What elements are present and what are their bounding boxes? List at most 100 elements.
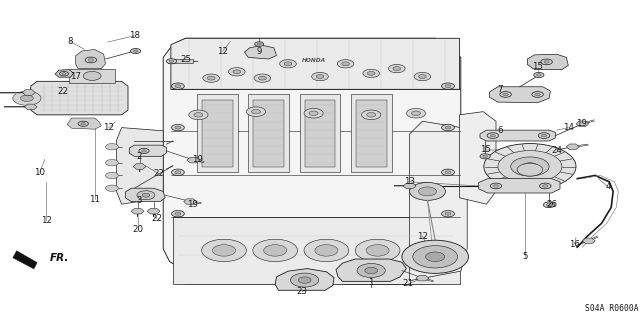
Circle shape — [445, 126, 451, 129]
Polygon shape — [582, 238, 595, 244]
Circle shape — [298, 277, 311, 283]
Bar — [197, 94, 238, 172]
Text: 21: 21 — [403, 279, 414, 288]
Bar — [356, 100, 387, 167]
Circle shape — [393, 67, 401, 70]
Text: 7: 7 — [498, 85, 503, 94]
Circle shape — [538, 133, 550, 138]
Circle shape — [203, 74, 220, 82]
Circle shape — [536, 74, 541, 76]
Polygon shape — [13, 251, 37, 269]
Polygon shape — [171, 38, 460, 89]
Circle shape — [419, 187, 436, 196]
Circle shape — [106, 160, 118, 166]
Text: FR.: FR. — [50, 253, 69, 263]
Circle shape — [342, 62, 349, 66]
Circle shape — [500, 92, 511, 97]
Text: 12: 12 — [417, 232, 428, 241]
Circle shape — [367, 113, 376, 117]
Circle shape — [139, 148, 149, 153]
Bar — [253, 100, 284, 167]
Text: 15: 15 — [532, 63, 543, 71]
Polygon shape — [184, 199, 196, 204]
Circle shape — [532, 92, 543, 97]
Circle shape — [133, 50, 138, 52]
Circle shape — [367, 71, 375, 75]
Polygon shape — [76, 49, 106, 69]
Text: 23: 23 — [296, 287, 308, 296]
Circle shape — [169, 60, 174, 63]
Circle shape — [445, 212, 451, 215]
Circle shape — [175, 126, 181, 129]
Text: 6: 6 — [498, 126, 503, 135]
Polygon shape — [460, 112, 496, 204]
Circle shape — [522, 163, 538, 170]
Circle shape — [253, 239, 298, 262]
Circle shape — [544, 61, 549, 63]
Circle shape — [106, 185, 118, 191]
Polygon shape — [147, 208, 160, 214]
Bar — [168, 59, 193, 63]
Circle shape — [402, 240, 468, 273]
Circle shape — [419, 75, 426, 78]
Circle shape — [284, 62, 292, 66]
Circle shape — [212, 245, 236, 256]
Circle shape — [189, 110, 208, 120]
Polygon shape — [527, 54, 568, 70]
Circle shape — [78, 121, 88, 126]
Circle shape — [442, 124, 454, 131]
Circle shape — [106, 172, 118, 179]
Polygon shape — [129, 145, 166, 156]
Circle shape — [252, 109, 260, 114]
Circle shape — [503, 93, 508, 96]
Circle shape — [246, 107, 266, 116]
Polygon shape — [403, 183, 416, 189]
Circle shape — [547, 204, 552, 206]
Polygon shape — [131, 208, 144, 214]
Text: 19: 19 — [192, 155, 202, 164]
Circle shape — [255, 42, 264, 46]
Circle shape — [13, 91, 41, 105]
Polygon shape — [22, 90, 35, 95]
Circle shape — [445, 171, 451, 174]
Circle shape — [172, 169, 184, 175]
Circle shape — [316, 75, 324, 78]
Text: 13: 13 — [404, 177, 415, 186]
Circle shape — [498, 151, 562, 182]
Circle shape — [60, 71, 68, 76]
Polygon shape — [490, 87, 550, 103]
Circle shape — [202, 239, 246, 262]
Polygon shape — [187, 157, 200, 163]
Circle shape — [483, 155, 488, 158]
Polygon shape — [24, 104, 37, 110]
Circle shape — [228, 68, 245, 76]
Circle shape — [194, 113, 203, 117]
Text: 15: 15 — [479, 145, 491, 154]
Polygon shape — [163, 38, 461, 284]
Bar — [351, 94, 392, 172]
Circle shape — [20, 95, 33, 101]
Circle shape — [166, 59, 177, 64]
Circle shape — [175, 212, 181, 215]
Text: 2: 2 — [137, 152, 142, 161]
Circle shape — [254, 74, 271, 82]
Polygon shape — [244, 45, 276, 59]
Circle shape — [355, 239, 400, 262]
Circle shape — [543, 185, 548, 187]
Text: 16: 16 — [569, 240, 580, 249]
Circle shape — [412, 111, 420, 115]
Circle shape — [315, 245, 338, 256]
Circle shape — [137, 191, 155, 200]
Polygon shape — [67, 118, 101, 129]
Polygon shape — [31, 81, 128, 115]
Text: 14: 14 — [563, 123, 574, 132]
Polygon shape — [480, 130, 556, 141]
Polygon shape — [133, 164, 146, 169]
Circle shape — [413, 246, 458, 268]
Text: 19: 19 — [576, 119, 586, 128]
Circle shape — [490, 183, 502, 189]
Circle shape — [493, 185, 499, 187]
Circle shape — [490, 134, 495, 137]
Polygon shape — [410, 121, 467, 281]
Circle shape — [388, 64, 405, 73]
